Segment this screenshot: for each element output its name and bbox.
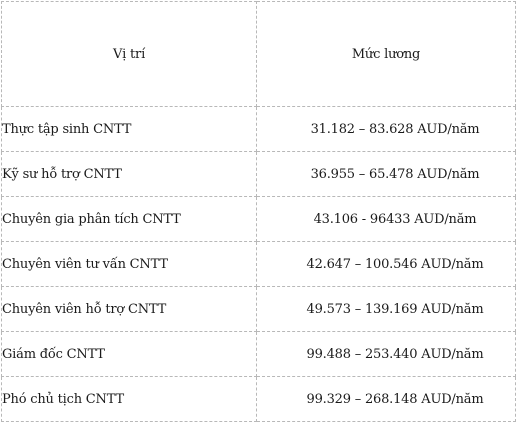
- table-row: Chuyên viên hỗ trợ CNTT 49.573 – 139.169…: [1, 286, 516, 332]
- table-row: Giám đốc CNTT 99.488 – 253.440 AUD/năm: [1, 331, 516, 377]
- position-label: Kỹ sư hỗ trợ CNTT: [2, 166, 122, 182]
- salary-value: 49.573 – 139.169 AUD/năm: [306, 301, 484, 317]
- position-cell: Thực tập sinh CNTT: [1, 106, 257, 152]
- salary-cell: 49.573 – 139.169 AUD/năm: [256, 286, 516, 332]
- position-label: Chuyên viên hỗ trợ CNTT: [2, 301, 167, 317]
- salary-value: 42.647 – 100.546 AUD/năm: [306, 256, 484, 272]
- salary-value: 99.329 – 268.148 AUD/năm: [306, 391, 484, 407]
- table-row: Thực tập sinh CNTT 31.182 – 83.628 AUD/n…: [1, 106, 516, 152]
- position-label: Thực tập sinh CNTT: [2, 121, 132, 137]
- position-label: Phó chủ tịch CNTT: [2, 391, 125, 407]
- position-label: Chuyên viên tư vấn CNTT: [2, 256, 168, 272]
- table-header-row: Vị trí Mức lương: [1, 1, 516, 107]
- position-cell: Chuyên gia phân tích CNTT: [1, 196, 257, 242]
- salary-value: 31.182 – 83.628 AUD/năm: [310, 121, 480, 137]
- salary-cell: 99.488 – 253.440 AUD/năm: [256, 331, 516, 377]
- position-label: Chuyên gia phân tích CNTT: [2, 211, 181, 227]
- salary-value: 36.955 – 65.478 AUD/năm: [310, 166, 480, 182]
- header-position-label: Vị trí: [112, 46, 146, 62]
- position-cell: Giám đốc CNTT: [1, 331, 257, 377]
- position-cell: Kỹ sư hỗ trợ CNTT: [1, 151, 257, 197]
- salary-value: 43.106 - 96433 AUD/năm: [313, 211, 477, 227]
- table-row: Kỹ sư hỗ trợ CNTT 36.955 – 65.478 AUD/nă…: [1, 151, 516, 197]
- salary-cell: 99.329 – 268.148 AUD/năm: [256, 376, 516, 422]
- position-cell: Phó chủ tịch CNTT: [1, 376, 257, 422]
- table-row: Chuyên viên tư vấn CNTT 42.647 – 100.546…: [1, 241, 516, 287]
- header-salary-label: Mức lương: [351, 46, 421, 62]
- salary-cell: 36.955 – 65.478 AUD/năm: [256, 151, 516, 197]
- position-label: Giám đốc CNTT: [2, 346, 105, 362]
- header-salary-cell: Mức lương: [256, 1, 516, 107]
- salary-cell: 42.647 – 100.546 AUD/năm: [256, 241, 516, 287]
- table-row: Phó chủ tịch CNTT 99.329 – 268.148 AUD/n…: [1, 376, 516, 422]
- salary-cell: 31.182 – 83.628 AUD/năm: [256, 106, 516, 152]
- position-cell: Chuyên viên tư vấn CNTT: [1, 241, 257, 287]
- salary-cell: 43.106 - 96433 AUD/năm: [256, 196, 516, 242]
- table-row: Chuyên gia phân tích CNTT 43.106 - 96433…: [1, 196, 516, 242]
- header-position-cell: Vị trí: [1, 1, 257, 107]
- salary-value: 99.488 – 253.440 AUD/năm: [306, 346, 484, 362]
- position-cell: Chuyên viên hỗ trợ CNTT: [1, 286, 257, 332]
